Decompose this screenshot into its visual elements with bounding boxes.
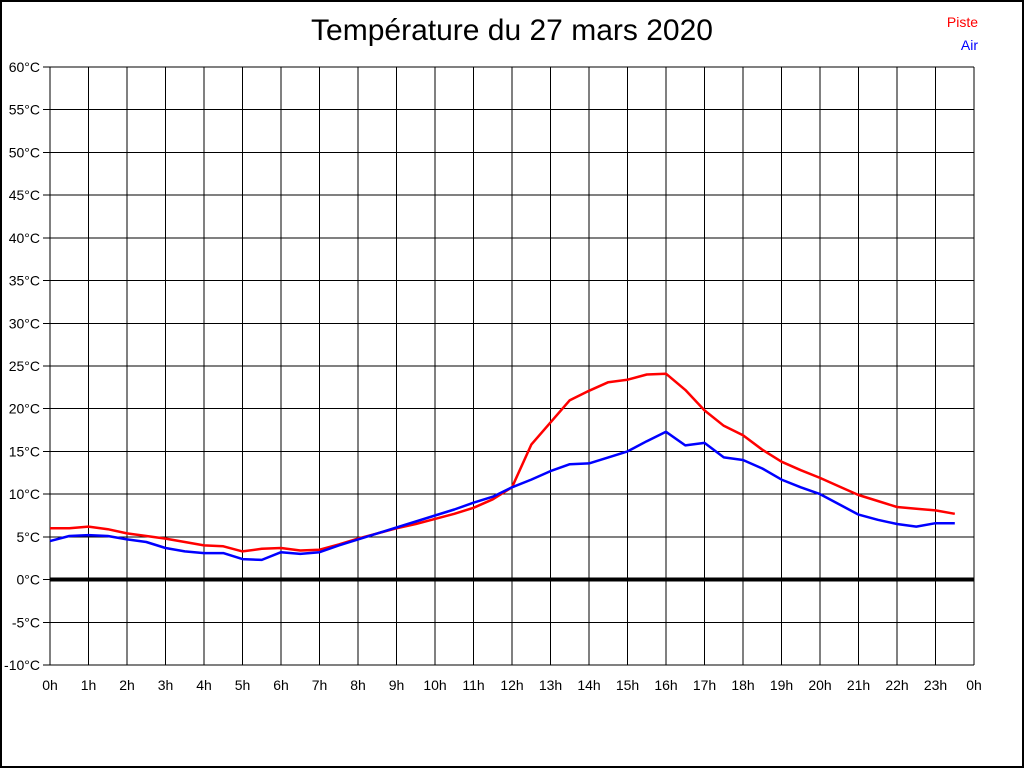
svg-text:17h: 17h — [693, 677, 716, 693]
svg-text:4h: 4h — [196, 677, 212, 693]
svg-text:60°C: 60°C — [9, 59, 40, 75]
svg-text:10h: 10h — [423, 677, 446, 693]
svg-text:22h: 22h — [885, 677, 908, 693]
svg-text:21h: 21h — [847, 677, 870, 693]
series-line-piste — [50, 372, 956, 553]
svg-text:-10°C: -10°C — [4, 657, 40, 673]
svg-text:20h: 20h — [808, 677, 831, 693]
svg-text:9h: 9h — [389, 677, 405, 693]
x-axis-labels: 0h 1h 2h 3h 4h 5h 6h 7h 8h 9h 10h 11h 12h 13h 14h 15h 16… — [42, 677, 982, 693]
svg-text:23h: 23h — [924, 677, 947, 693]
svg-text:5h: 5h — [235, 677, 251, 693]
svg-text:20°C: 20°C — [9, 401, 40, 417]
svg-text:2h: 2h — [119, 677, 135, 693]
svg-text:10°C: 10°C — [9, 486, 40, 502]
svg-text:25°C: 25°C — [9, 358, 40, 374]
svg-text:30°C: 30°C — [9, 315, 40, 331]
svg-text:6h: 6h — [273, 677, 289, 693]
svg-text:55°C: 55°C — [9, 102, 40, 118]
svg-text:0h: 0h — [42, 677, 58, 693]
svg-text:7h: 7h — [312, 677, 328, 693]
legend-item-piste: Piste — [946, 14, 978, 30]
svg-text:18h: 18h — [731, 677, 754, 693]
chart-legend: Piste Air — [947, 11, 978, 57]
svg-text:-5°C: -5°C — [12, 614, 40, 630]
svg-text:12h: 12h — [500, 677, 523, 693]
svg-text:13h: 13h — [539, 677, 562, 693]
svg-text:3h: 3h — [158, 677, 174, 693]
chart-title: Température du 27 mars 2020 — [311, 14, 713, 47]
svg-text:19h: 19h — [770, 677, 793, 693]
svg-text:8h: 8h — [350, 677, 366, 693]
series-line-air — [49, 430, 955, 562]
svg-text:50°C: 50°C — [9, 144, 40, 160]
svg-text:45°C: 45°C — [9, 187, 40, 203]
svg-text:35°C: 35°C — [9, 273, 40, 289]
svg-text:1h: 1h — [81, 677, 97, 693]
svg-text:16h: 16h — [654, 677, 677, 693]
svg-text:0h: 0h — [966, 677, 982, 693]
grid-lines — [43, 66, 975, 666]
svg-text:15h: 15h — [616, 677, 639, 693]
svg-text:0°C: 0°C — [17, 572, 41, 588]
svg-text:40°C: 40°C — [9, 230, 40, 246]
svg-text:15°C: 15°C — [9, 443, 40, 459]
svg-text:11h: 11h — [462, 677, 484, 693]
svg-text:14h: 14h — [577, 677, 600, 693]
y-axis-labels: 60°C 55°C 50°C 45°C 40°C 35°C 30°C 25°C 20°C 15°C… — [4, 59, 40, 673]
svg-text:5°C: 5°C — [17, 529, 41, 545]
legend-item-air: Air — [960, 37, 978, 53]
